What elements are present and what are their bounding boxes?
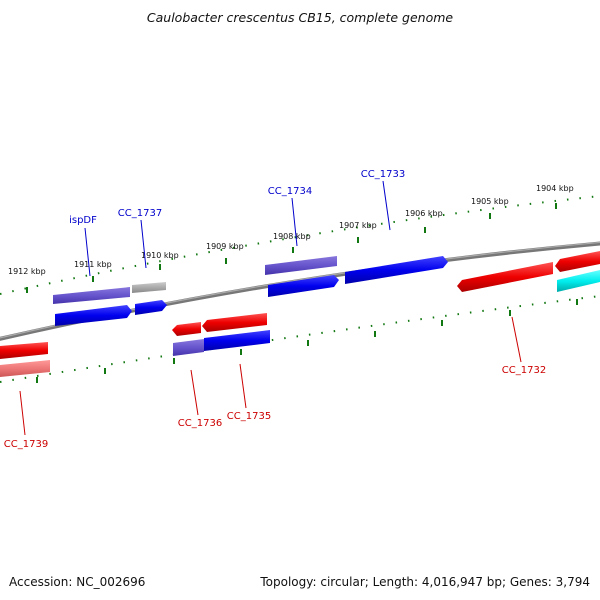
- gene-feature[interactable]: [55, 305, 132, 326]
- accession-text: Accession: NC_002696: [9, 575, 145, 589]
- gene-feature[interactable]: [132, 282, 166, 293]
- gene-label-CC_1734[interactable]: CC_1734: [268, 186, 312, 247]
- gene-label-CC_1739[interactable]: CC_1739: [4, 390, 48, 450]
- gene-label-text: CC_1737: [118, 208, 162, 219]
- tick-label-1905: 1905 kbp: [471, 197, 509, 206]
- gene-feature[interactable]: [202, 313, 267, 332]
- gene-label-text: CC_1733: [361, 169, 405, 180]
- gene-label-text: ispDF: [69, 215, 97, 226]
- tick-label-1907: 1907 kbp: [339, 221, 377, 230]
- tick-label-1908: 1908 kbp: [273, 232, 311, 241]
- gene-feature[interactable]: [204, 330, 270, 351]
- gene-label-CC_1732[interactable]: CC_1732: [502, 316, 546, 376]
- gene-label-text: CC_1739: [4, 439, 48, 450]
- gene-label-text: CC_1732: [502, 365, 546, 376]
- map-title: Caulobacter crescentus CB15, complete ge…: [147, 10, 453, 25]
- gene-feature[interactable]: [0, 360, 50, 377]
- gene-feature[interactable]: [172, 322, 201, 336]
- gene-label-CC_1737[interactable]: CC_1737: [118, 208, 162, 269]
- genome-summary-text: Topology: circular; Length: 4,016,947 bp…: [259, 575, 590, 589]
- tick-label-1909: 1909 kbp: [206, 242, 244, 251]
- major-ticks-forward: [26, 203, 557, 293]
- gene-label-text: CC_1734: [268, 186, 312, 197]
- gene-feature[interactable]: [457, 262, 553, 292]
- major-ticks-reverse: [36, 299, 578, 383]
- tick-label-1904: 1904 kbp: [536, 184, 574, 193]
- gene-label-CC_1736[interactable]: CC_1736: [178, 369, 222, 429]
- gene-feature[interactable]: [345, 256, 448, 284]
- gene-feature[interactable]: [557, 270, 600, 292]
- gene-label-CC_1735[interactable]: CC_1735: [227, 363, 271, 422]
- gene-feature[interactable]: [265, 256, 337, 275]
- tick-label-1912: 1912 kbp: [8, 267, 46, 276]
- tick-label-1910: 1910 kbp: [141, 251, 179, 260]
- forward-features: [53, 256, 448, 326]
- gene-label-CC_1733[interactable]: CC_1733: [361, 169, 405, 231]
- gene-feature[interactable]: [135, 300, 167, 315]
- gene-label-text: CC_1735: [227, 411, 271, 422]
- tick-label-1906: 1906 kbp: [405, 209, 443, 218]
- gene-label-text: CC_1736: [178, 418, 222, 429]
- gene-feature[interactable]: [268, 275, 339, 297]
- gene-feature[interactable]: [0, 342, 48, 359]
- gene-feature[interactable]: [555, 251, 600, 272]
- gene-feature[interactable]: [173, 339, 204, 356]
- gene-label-ispDF[interactable]: ispDF: [69, 215, 97, 277]
- gene-feature[interactable]: [53, 287, 130, 304]
- tick-label-1911: 1911 kbp: [74, 260, 112, 269]
- reverse-features: [0, 251, 600, 377]
